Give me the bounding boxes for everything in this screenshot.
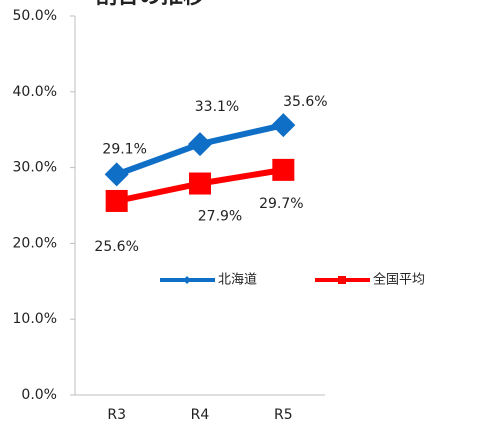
y-tick-label: 20.0% xyxy=(13,235,57,251)
y-tick-label: 0.0% xyxy=(21,387,57,403)
data-label: 25.6% xyxy=(94,239,138,255)
data-label: 35.6% xyxy=(283,94,327,110)
data-label: 29.1% xyxy=(102,141,146,157)
x-tick-label: R3 xyxy=(107,407,126,423)
y-tick-label: 30.0% xyxy=(13,160,57,176)
data-label: 27.9% xyxy=(198,209,242,225)
point xyxy=(104,162,129,187)
x-tick-label: R4 xyxy=(191,407,210,423)
point xyxy=(105,189,128,212)
chart-title: 割合の推移 xyxy=(95,0,205,9)
data-label: 29.7% xyxy=(259,196,303,212)
y-tick-label: 40.0% xyxy=(13,84,57,100)
point xyxy=(188,132,212,157)
legend-label: 全国平均 xyxy=(373,272,425,288)
point xyxy=(271,113,296,138)
point xyxy=(338,276,346,284)
point xyxy=(272,158,295,181)
y-tick-label: 50.0% xyxy=(13,8,57,24)
point xyxy=(183,276,191,284)
data-label: 33.1% xyxy=(195,99,239,115)
point xyxy=(189,172,211,195)
y-tick-label: 10.0% xyxy=(13,311,57,327)
legend-label: 北海道 xyxy=(218,273,257,288)
x-tick-label: R5 xyxy=(274,407,293,423)
